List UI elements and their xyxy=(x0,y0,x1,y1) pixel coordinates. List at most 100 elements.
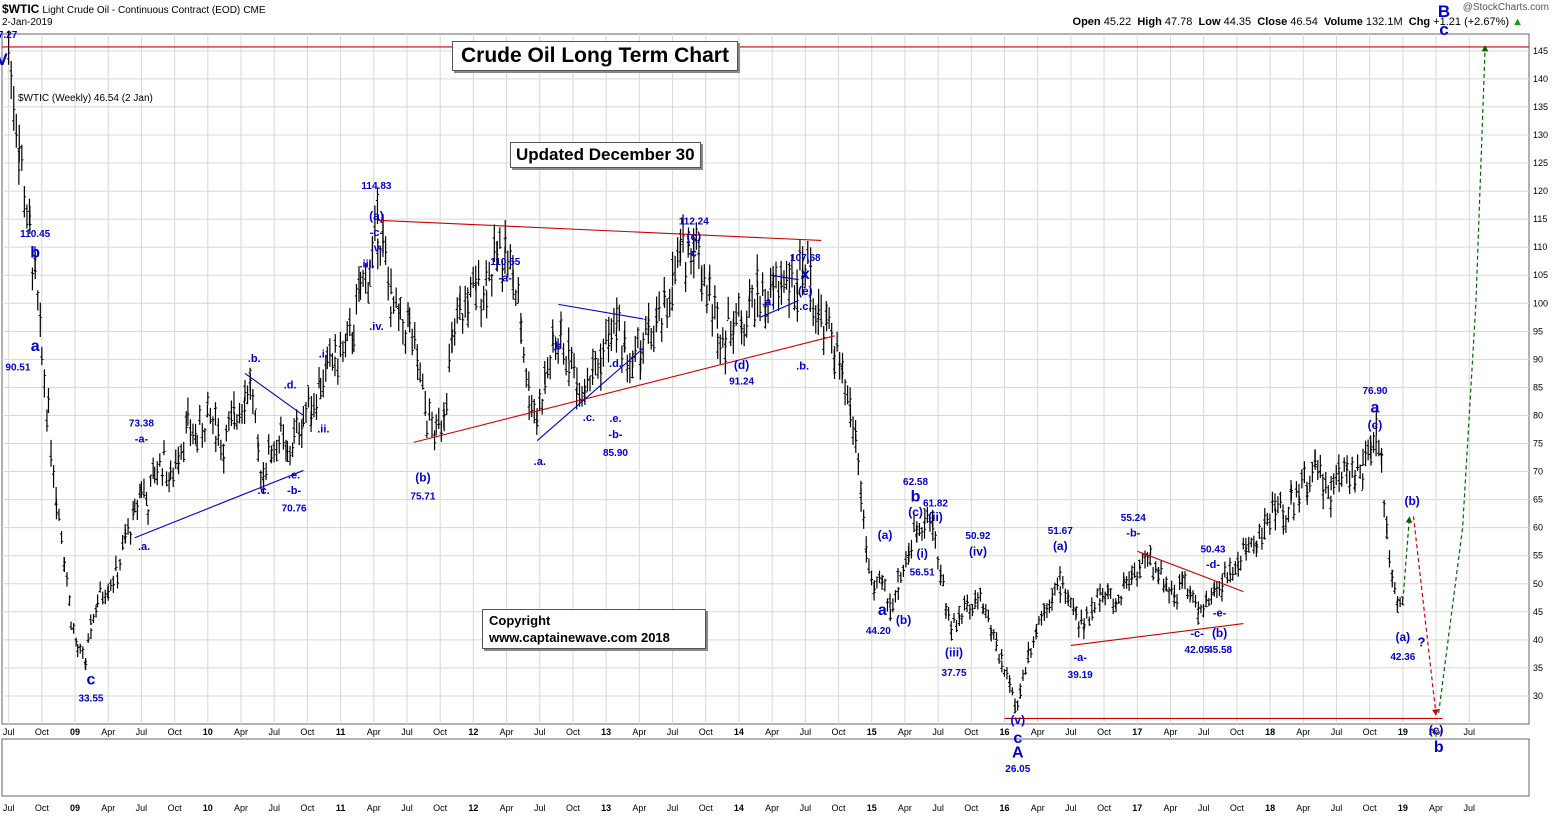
x-tick-label: 15 xyxy=(867,727,877,737)
x-tick-label: 16 xyxy=(1000,803,1010,813)
wave-label: b xyxy=(30,244,40,261)
wave-label: 75.71 xyxy=(410,492,435,503)
low-value: 44.35 xyxy=(1223,16,1252,28)
x-tick-label: Apr xyxy=(1031,727,1045,737)
wave-label: -c- xyxy=(370,227,384,239)
x-tick-label: Oct xyxy=(832,803,847,813)
x-tick-label: Apr xyxy=(101,727,115,737)
wave-label: (iv) xyxy=(969,545,987,559)
wave-label: (a) xyxy=(369,209,384,223)
wave-label: 55.24 xyxy=(1121,513,1146,524)
wave-label: 56.51 xyxy=(910,567,935,578)
x-tick-label: Apr xyxy=(632,727,646,737)
chg-value: +1.21 (+2.67%) xyxy=(1433,16,1510,28)
chg-label: Chg xyxy=(1408,16,1431,28)
x-tick-label: Jul xyxy=(3,803,15,813)
x-tick-label: Apr xyxy=(898,803,912,813)
wave-label: (ii) xyxy=(928,510,943,524)
wave-label: (b) xyxy=(1404,494,1419,508)
wave-label: b xyxy=(911,488,921,505)
trendlines xyxy=(2,46,1529,719)
red-trendline xyxy=(413,335,835,443)
x-tick-label: Oct xyxy=(35,803,50,813)
x-tick-label: 16 xyxy=(1000,727,1010,737)
y-tick-label: 35 xyxy=(1533,663,1543,673)
wave-label: 50.92 xyxy=(965,531,990,542)
wave-label: 114.83 xyxy=(361,181,391,192)
red-arrow-head xyxy=(1432,709,1439,716)
x-tick-label: Apr xyxy=(1429,727,1443,737)
wave-label: 42.05 xyxy=(1185,645,1210,656)
x-tick-label: Jul xyxy=(1198,727,1210,737)
wave-label: (a) xyxy=(878,528,893,542)
x-tick-label: Oct xyxy=(1363,727,1378,737)
x-tick-label: 09 xyxy=(70,727,80,737)
x-tick-label: 15 xyxy=(867,803,877,813)
chg-up-icon: ▲ xyxy=(1512,16,1523,28)
wave-label: (e) xyxy=(798,284,813,298)
high-label: High xyxy=(1137,16,1162,28)
x-tick-label: Jul xyxy=(3,727,15,737)
green-forecast-path xyxy=(1438,45,1486,713)
x-tick-label: Oct xyxy=(168,803,183,813)
wave-label: (d) xyxy=(734,358,749,372)
wave-label: A xyxy=(1012,745,1024,762)
header-date: 2-Jan-2019 xyxy=(2,17,53,28)
x-tick-label: Jul xyxy=(932,803,944,813)
red-trendline xyxy=(377,219,822,241)
x-tick-label: Apr xyxy=(765,727,779,737)
x-tick-label: 10 xyxy=(203,803,213,813)
green-forecast-path xyxy=(1402,516,1411,601)
wave-label: -a- xyxy=(135,433,149,445)
wave-label: .iv. xyxy=(369,321,383,333)
wave-label: (a) xyxy=(1053,539,1068,553)
y-tick-label: 105 xyxy=(1533,270,1548,280)
wave-label: B xyxy=(1438,2,1450,21)
x-tick-label: 19 xyxy=(1398,803,1408,813)
x-tick-label: Oct xyxy=(1230,803,1245,813)
copyright-line-1: Copyright xyxy=(489,613,551,628)
grid xyxy=(2,34,1529,724)
x-tick-label: Oct xyxy=(1097,803,1112,813)
x-tick-label: Apr xyxy=(765,803,779,813)
x-tick-label: Oct xyxy=(566,803,581,813)
wave-label: 85.90 xyxy=(603,448,628,459)
low-label: Low xyxy=(1198,16,1221,28)
blue-trendline xyxy=(770,274,799,281)
x-tick-label: Apr xyxy=(234,727,248,737)
x-tick-label: Oct xyxy=(35,727,50,737)
wave-label: 51.67 xyxy=(1048,526,1073,537)
wave-label: 45.58 xyxy=(1207,645,1232,656)
wave-label: (c) xyxy=(686,229,701,243)
wave-label: 26.05 xyxy=(1005,764,1030,775)
wave-label: 39.19 xyxy=(1068,670,1093,681)
x-tick-label: 19 xyxy=(1398,727,1408,737)
x-tick-label: 18 xyxy=(1265,727,1275,737)
wave-label: V xyxy=(0,50,8,69)
x-tick-label: Oct xyxy=(1230,727,1245,737)
wave-label: 42.36 xyxy=(1390,652,1415,663)
close-label: Close xyxy=(1257,16,1288,28)
x-tick-label: Apr xyxy=(632,803,646,813)
y-tick-label: 100 xyxy=(1533,298,1548,308)
blue-trendline xyxy=(536,347,644,442)
wave-label: .b. xyxy=(248,353,261,365)
y-tick-label: 40 xyxy=(1533,635,1543,645)
wave-label: c xyxy=(1013,730,1022,747)
x-tick-label: Apr xyxy=(898,727,912,737)
wave-label: (v) xyxy=(1010,713,1025,727)
wave-label: a xyxy=(31,338,40,355)
exchange: CME xyxy=(243,5,266,16)
x-tick-label: Oct xyxy=(964,727,979,737)
x-tick-label: 17 xyxy=(1132,727,1142,737)
volume-label: Volume xyxy=(1323,16,1363,28)
wave-label: 70.76 xyxy=(282,503,307,514)
x-tick-label: Oct xyxy=(300,727,315,737)
wave-label: a xyxy=(878,602,887,619)
x-tick-label: 14 xyxy=(734,803,744,813)
y-tick-label: 70 xyxy=(1533,467,1543,477)
wave-label: .ii. xyxy=(317,423,329,435)
wave-label: 107.68 xyxy=(790,253,821,264)
